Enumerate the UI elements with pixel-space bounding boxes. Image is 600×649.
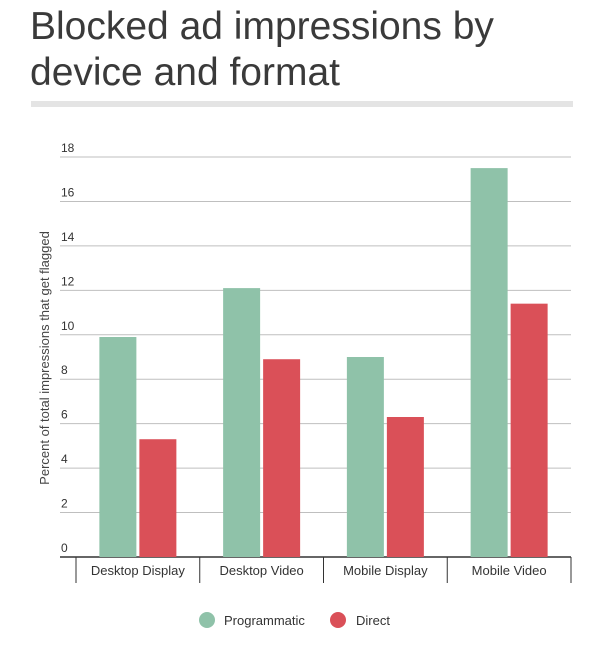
y-tick-label: 0 bbox=[61, 541, 68, 555]
y-tick-label: 14 bbox=[61, 230, 75, 244]
legend: Programmatic Direct bbox=[199, 612, 390, 628]
title-divider bbox=[31, 101, 573, 107]
x-tick-label: Mobile Video bbox=[472, 563, 547, 578]
y-tick-label: 8 bbox=[61, 363, 68, 377]
x-tick-label: Mobile Display bbox=[343, 563, 428, 578]
bar-direct-desktop-display bbox=[139, 439, 177, 557]
y-axis-ticks: 0 2 4 6 8 10 12 14 16 18 bbox=[61, 141, 75, 555]
y-tick-label: 2 bbox=[61, 497, 68, 511]
chart-title: Blocked ad impressions by device and for… bbox=[30, 5, 494, 94]
bar-programmatic-mobile-display bbox=[346, 357, 384, 557]
x-tick-label: Desktop Video bbox=[219, 563, 303, 578]
y-tick-label: 18 bbox=[61, 141, 75, 155]
legend-swatch-direct bbox=[330, 612, 346, 628]
bar-programmatic-mobile-video bbox=[470, 168, 508, 557]
x-tick-label: Desktop Display bbox=[91, 563, 185, 578]
y-axis-label: Percent of total impressions that get fl… bbox=[37, 231, 52, 485]
y-tick-label: 16 bbox=[61, 185, 75, 199]
legend-label-programmatic: Programmatic bbox=[224, 613, 305, 628]
y-tick-label: 12 bbox=[61, 274, 75, 288]
bar-programmatic-desktop-display bbox=[99, 337, 137, 557]
x-axis: Desktop Display Desktop Video Mobile Displ… bbox=[75, 557, 572, 583]
y-tick-label: 10 bbox=[61, 319, 75, 333]
y-tick-label: 4 bbox=[61, 452, 68, 466]
y-tick-label: 6 bbox=[61, 408, 68, 422]
bar-direct-mobile-display bbox=[386, 417, 424, 557]
bar-direct-mobile-video bbox=[510, 303, 548, 557]
bar-programmatic-desktop-video bbox=[223, 288, 261, 557]
legend-label-direct: Direct bbox=[356, 613, 390, 628]
legend-swatch-programmatic bbox=[199, 612, 215, 628]
bar-direct-desktop-video bbox=[263, 359, 301, 557]
bars bbox=[99, 168, 548, 557]
